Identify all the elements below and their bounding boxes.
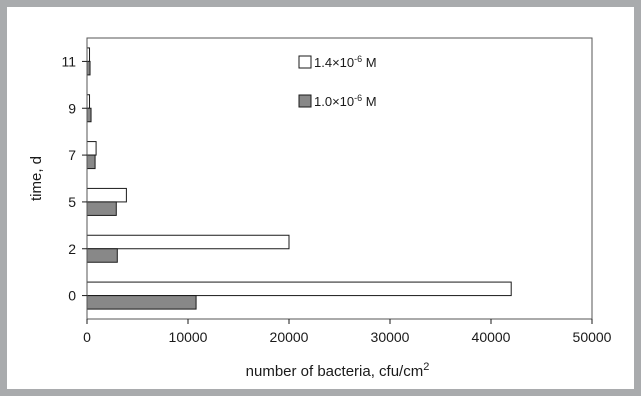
bar-t5-series2: [86, 201, 117, 216]
x-axis-label: number of bacteria, cfu/cm2: [246, 361, 430, 380]
bar-t5-series1: [86, 187, 127, 203]
bar-t0-series2: [86, 295, 197, 310]
bar-t7-series2: [86, 154, 96, 170]
legend-label-series2: 1.0×10-6 M: [314, 93, 377, 109]
legend-swatch-series2: [298, 94, 312, 108]
y-tick-label-11: 11: [61, 53, 76, 69]
y-tick-label-2: 2: [68, 241, 76, 257]
x-tick-label-0: 0: [83, 329, 91, 345]
y-tick-label-7: 7: [68, 147, 76, 163]
bar-chart: 0 2 5 7 9 11 0 10000 20000 30000 40000 50000 1.4×10…: [28, 37, 612, 380]
legend-label-series1: 1.4×10-6 M: [314, 54, 377, 70]
chart-panel: 0 2 5 7 9 11 0 10000 20000 30000 40000 50000 1.4×10…: [7, 7, 634, 389]
x-tick-label-50000: 50000: [573, 329, 612, 345]
bars-group: [86, 47, 512, 310]
bar-t0-series1: [86, 281, 512, 297]
bar-t2-series1: [86, 234, 290, 250]
y-axis-label: time, d: [28, 156, 45, 201]
axes-group: 0 2 5 7 9 11 0 10000 20000 30000 40000 50000: [61, 37, 612, 345]
bar-t2-series2: [86, 248, 118, 263]
legend: 1.4×10-6 M 1.0×10-6 M: [298, 54, 377, 109]
bar-t7-series1: [86, 141, 97, 156]
x-tick-label-20000: 20000: [270, 329, 309, 345]
y-tick-label-9: 9: [68, 100, 76, 116]
x-tick-label-10000: 10000: [169, 329, 208, 345]
bar-t9-series2: [86, 107, 92, 123]
x-tick-label-30000: 30000: [371, 329, 410, 345]
y-tick-label-0: 0: [68, 288, 76, 304]
legend-swatch-series1: [298, 55, 312, 69]
x-tick-label-40000: 40000: [472, 329, 511, 345]
y-tick-label-5: 5: [68, 194, 76, 210]
plot-frame: [86, 37, 593, 320]
